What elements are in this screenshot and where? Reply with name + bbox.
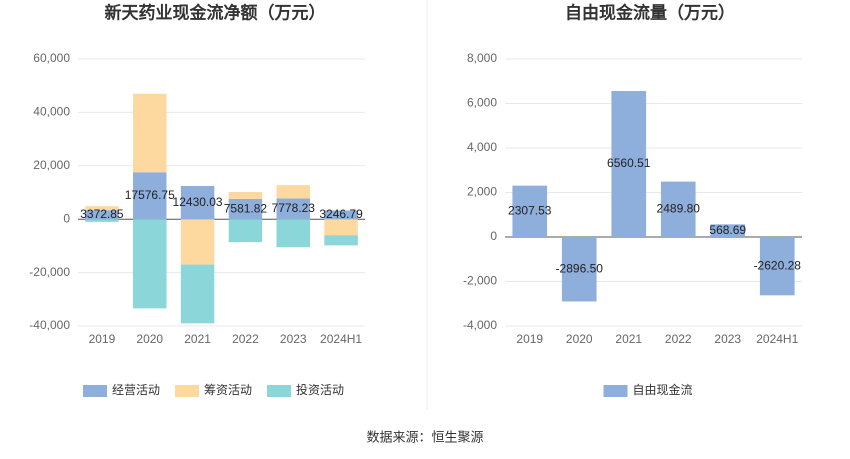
value-label: 6560.51 (607, 156, 651, 170)
legend-label: 经营活动 (112, 383, 160, 397)
value-label: 7778.23 (272, 201, 316, 215)
x-tick-label: 2022 (665, 332, 692, 346)
y-tick-label: -20,000 (29, 265, 70, 279)
x-tick-label: 2023 (280, 332, 307, 346)
source: 数据来源：恒生聚源 (366, 429, 483, 444)
bar (512, 185, 548, 237)
x-tick-label: 2021 (615, 332, 642, 346)
bar (660, 181, 696, 237)
bar (276, 198, 310, 220)
value-label: 12430.03 (173, 195, 223, 209)
x-tick-label: 2019 (89, 332, 116, 346)
value-label: 17576.75 (125, 188, 175, 202)
y-tick-label: 0 (63, 211, 70, 225)
legend-label: 自由现金流 (633, 382, 693, 397)
x-tick-label: 2024H1 (756, 332, 798, 346)
chart-title: 新天药业现金流净额（万元） (105, 2, 326, 22)
value-label: 3372.85 (80, 207, 124, 221)
bar (85, 210, 119, 220)
bar (133, 219, 167, 309)
legend-swatch (603, 385, 628, 397)
value-label: 7581.82 (224, 201, 268, 215)
x-tick-label: 2022 (232, 332, 259, 346)
y-tick-label: 6,000 (467, 96, 497, 110)
bar (276, 219, 310, 248)
y-tick-label: 2,000 (467, 185, 497, 199)
y-tick-label: 8,000 (467, 51, 497, 65)
bar (324, 219, 358, 236)
value-label: 568.69 (709, 223, 746, 237)
y-tick-label: 4,000 (467, 140, 497, 154)
bar (228, 219, 263, 243)
bar (180, 186, 215, 220)
bar (133, 93, 167, 173)
x-tick-label: 2024H1 (320, 332, 362, 346)
bar (180, 219, 215, 265)
y-tick-label: 60,000 (33, 51, 70, 65)
bar (324, 210, 358, 220)
legend-swatch (267, 385, 291, 397)
bar (85, 219, 119, 222)
bar (228, 192, 263, 199)
bar (611, 91, 647, 237)
bar (561, 237, 597, 302)
value-label: -2896.50 (556, 261, 604, 275)
legend-label: 投资活动 (296, 382, 344, 397)
bar (324, 235, 358, 246)
x-tick-label: 2020 (136, 332, 163, 346)
value-label: 2489.80 (657, 201, 701, 215)
y-tick-label: 20,000 (33, 158, 70, 172)
bar (180, 264, 215, 324)
bar (710, 224, 746, 237)
x-tick-label: 2020 (566, 332, 593, 346)
legend-swatch (83, 385, 107, 397)
chart-title: 自由现金流量（万元） (565, 2, 735, 22)
value-label: 3246.79 (319, 207, 363, 221)
y-tick-label: 40,000 (33, 105, 70, 119)
x-tick-label: 2019 (516, 332, 543, 346)
x-tick-label: 2021 (184, 332, 211, 346)
bar (133, 172, 167, 220)
y-tick-label: -4,000 (463, 318, 497, 332)
bar (85, 206, 119, 211)
legend-swatch (175, 385, 199, 397)
value-label: 2307.53 (508, 204, 552, 218)
y-tick-label: 0 (490, 229, 497, 243)
y-tick-label: -40,000 (29, 318, 70, 332)
y-tick-label: -2,000 (463, 274, 497, 288)
bar (759, 237, 795, 296)
bar (228, 198, 263, 220)
legend-label: 筹资活动 (204, 383, 252, 397)
x-tick-label: 2023 (714, 332, 741, 346)
bar (276, 185, 310, 199)
value-label: -2620.28 (754, 258, 802, 272)
